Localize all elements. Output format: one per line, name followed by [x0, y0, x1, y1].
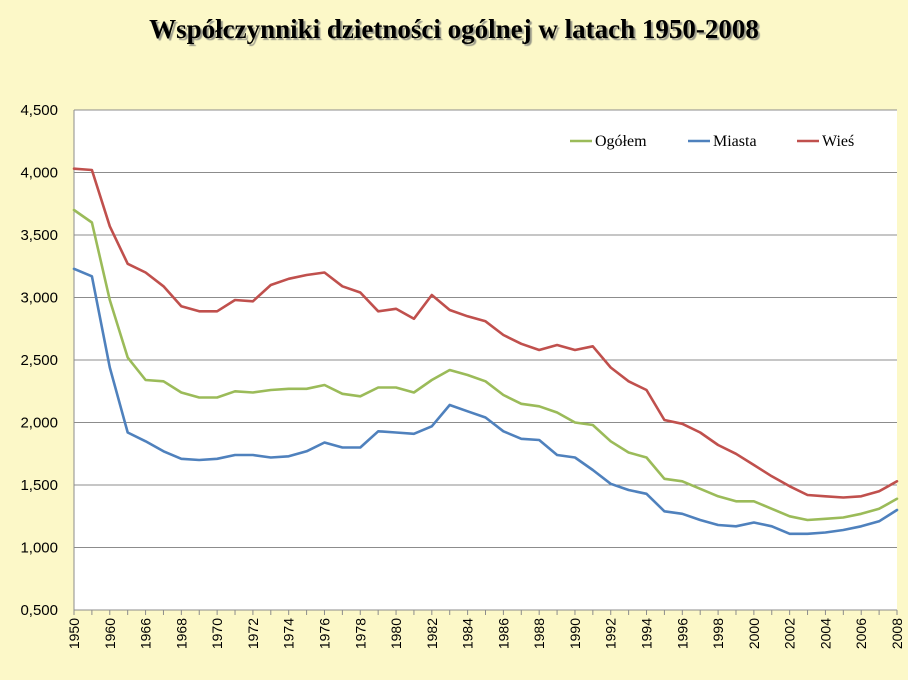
- y-tick-label: 4,000: [20, 165, 58, 182]
- x-tick-label: 1994: [639, 618, 655, 649]
- x-tick-label: 1982: [424, 618, 440, 649]
- x-tick-label: 2008: [889, 618, 905, 649]
- x-tick-label: 1998: [710, 618, 726, 649]
- x-tick-label: 1984: [460, 618, 476, 649]
- x-tick-label: 1978: [352, 618, 368, 649]
- x-tick-label: 1996: [674, 618, 690, 649]
- x-tick-label: 1950: [66, 618, 82, 649]
- x-tick-label: 2006: [853, 618, 869, 649]
- x-tick-label: 1974: [281, 618, 297, 649]
- x-tick-label: 1980: [388, 618, 404, 649]
- y-tick-label: 1,000: [20, 540, 58, 557]
- y-tick-label: 3,000: [20, 290, 58, 307]
- x-tick-label: 1966: [138, 618, 154, 649]
- y-tick-label: 4,500: [20, 102, 58, 119]
- series-line-Wieś: [72, 167, 899, 499]
- chart-title: Współczynniki dzietności ogólnej w latac…: [149, 14, 759, 44]
- x-tick-label: 1968: [173, 618, 189, 649]
- y-tick-label: 2,500: [20, 352, 58, 369]
- x-tick-label: 2002: [782, 618, 798, 649]
- y-tick-label: 1,500: [20, 477, 58, 494]
- y-tick-label: 2,000: [20, 415, 58, 432]
- series-line-Ogółem: [72, 208, 899, 522]
- legend-label: Wieś: [822, 133, 854, 150]
- x-tick-label: 1986: [495, 618, 511, 649]
- legend-label: Ogółem: [595, 133, 647, 150]
- x-tick-label: 1992: [603, 618, 619, 649]
- x-tick-label: 1960: [102, 618, 118, 649]
- x-tick-label: 1988: [531, 618, 547, 649]
- y-tick-label: 0,500: [20, 602, 58, 619]
- x-tick-label: 1972: [245, 618, 261, 649]
- x-tick-label: 1990: [567, 618, 583, 649]
- x-tick-label: 1976: [316, 618, 332, 649]
- x-tick-label: 2004: [817, 618, 833, 649]
- legend-label: Miasta: [713, 133, 757, 150]
- series-line-Miasta: [72, 267, 899, 536]
- x-tick-label: 1970: [209, 618, 225, 649]
- x-tick-label: 2000: [746, 618, 762, 649]
- y-tick-label: 3,500: [20, 227, 58, 244]
